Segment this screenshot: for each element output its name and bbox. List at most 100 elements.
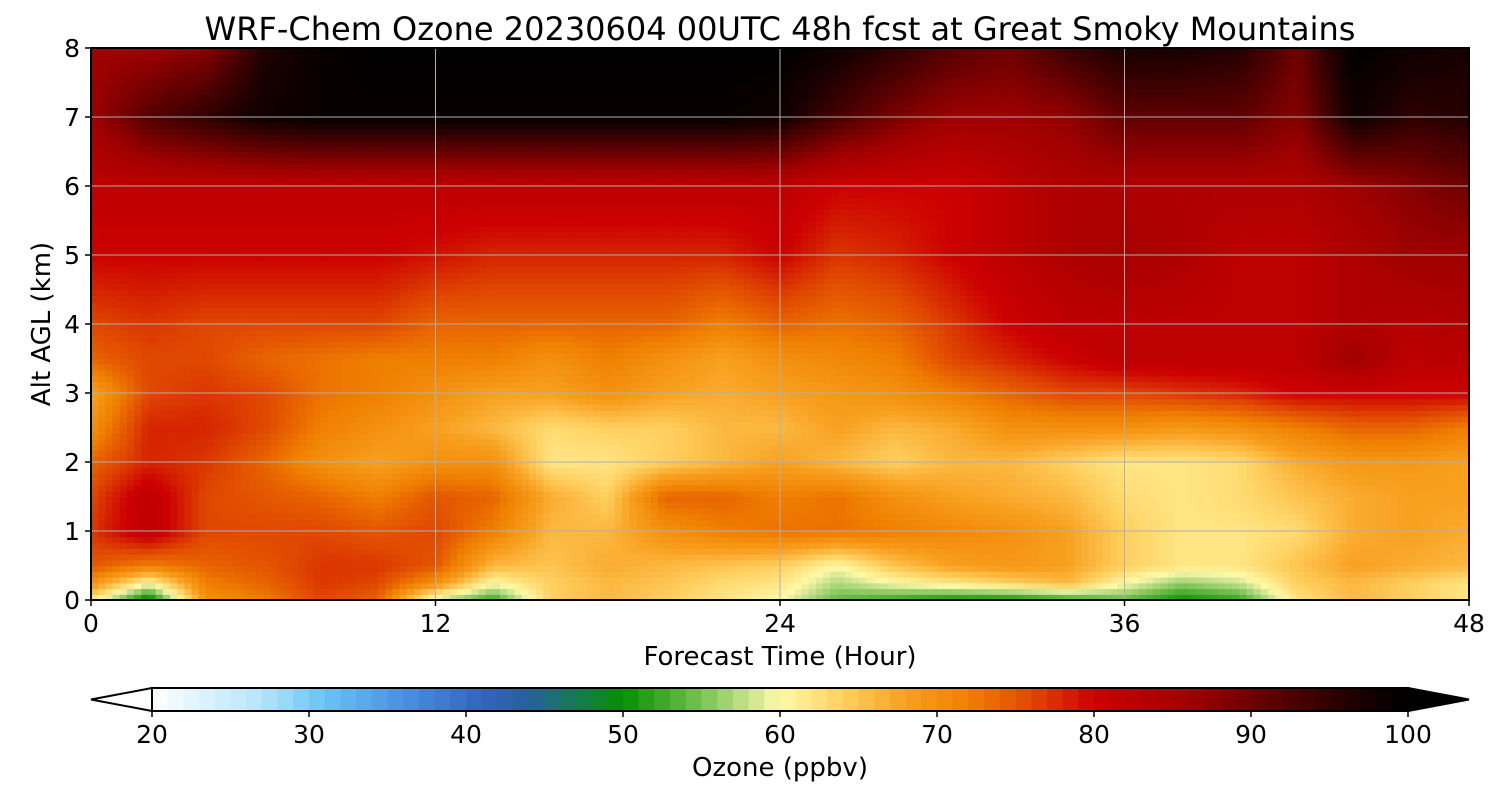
field-cell <box>1189 554 1197 561</box>
field-cell <box>1117 588 1126 595</box>
field-cell <box>356 485 365 492</box>
field-cell <box>363 536 372 544</box>
field-cell <box>837 525 846 532</box>
field-cell <box>399 571 408 578</box>
field-cell <box>1203 588 1212 595</box>
field-cell <box>880 456 889 463</box>
field-cell <box>1074 536 1083 544</box>
field-cell <box>528 588 537 595</box>
field-cell <box>787 496 795 503</box>
field-cell <box>1067 513 1075 521</box>
field-cell <box>701 462 709 469</box>
field-cell <box>830 502 839 509</box>
field-cell <box>234 559 243 567</box>
field-cell <box>241 479 250 486</box>
field-cell <box>758 485 767 492</box>
field-cell <box>1418 508 1427 515</box>
field-cell <box>213 485 221 492</box>
field-cell <box>306 485 315 492</box>
field-cell <box>1404 531 1413 538</box>
field-cell <box>1196 462 1205 469</box>
field-cell <box>1074 594 1083 600</box>
field-cell <box>1217 531 1226 538</box>
field-cell <box>227 473 236 480</box>
field-cell <box>112 462 121 469</box>
field-cell <box>1038 531 1047 538</box>
field-cell <box>557 594 566 600</box>
field-cell <box>1433 485 1441 492</box>
field-cell <box>665 508 673 515</box>
field-cell <box>148 577 157 584</box>
field-cell <box>765 536 774 544</box>
field-cell <box>313 450 322 457</box>
field-cell <box>320 577 329 584</box>
field-cell <box>349 542 358 549</box>
field-cell <box>701 473 709 480</box>
field-cell <box>801 519 810 526</box>
field-cell <box>205 490 214 498</box>
field-cell <box>1239 450 1248 457</box>
field-cell <box>880 462 889 469</box>
field-cell <box>1102 525 1111 532</box>
field-cell <box>787 542 795 549</box>
field-cell <box>1016 450 1025 457</box>
field-cell <box>1210 513 1219 521</box>
field-cell <box>636 502 645 509</box>
field-cell <box>1146 571 1154 578</box>
field-cell <box>442 548 451 555</box>
field-cell <box>327 542 336 549</box>
field-cell <box>1174 588 1183 595</box>
field-cell <box>363 508 372 515</box>
field-cell <box>248 582 257 590</box>
field-cell <box>801 554 810 561</box>
field-cell <box>1052 490 1061 498</box>
field-cell <box>1074 462 1083 469</box>
field-cell <box>930 571 939 578</box>
field-cell <box>169 565 178 572</box>
field-cell <box>866 582 874 590</box>
field-cell <box>758 577 767 584</box>
field-cell <box>198 565 207 572</box>
field-cell <box>234 577 243 584</box>
field-cell <box>457 502 465 509</box>
field-cell <box>399 485 408 492</box>
field-cell <box>392 525 401 532</box>
field-cell <box>1440 554 1449 561</box>
field-cell <box>643 490 652 498</box>
field-cell <box>744 519 752 526</box>
field-cell <box>815 542 824 549</box>
field-cell <box>98 577 106 584</box>
field-cell <box>184 571 193 578</box>
field-cell <box>270 536 279 544</box>
field-cell <box>1203 548 1212 555</box>
field-cell <box>909 462 917 469</box>
field-cell <box>349 462 358 469</box>
field-cell <box>112 525 121 532</box>
field-cell <box>744 490 752 498</box>
field-cell <box>758 502 767 509</box>
field-cell <box>1117 502 1126 509</box>
field-cell <box>1196 473 1205 480</box>
field-cell <box>823 473 831 480</box>
field-cell <box>220 513 228 521</box>
field-cell <box>1110 456 1118 463</box>
field-cell <box>535 559 544 567</box>
field-cell <box>902 594 910 600</box>
field-cell <box>586 479 594 486</box>
field-cell <box>593 479 602 486</box>
field-cell <box>657 588 666 595</box>
field-cell <box>1246 502 1255 509</box>
field-cell <box>399 456 408 463</box>
field-cell <box>205 479 214 486</box>
field-cell <box>729 582 738 590</box>
field-cell <box>1052 554 1061 561</box>
field-cell <box>1433 577 1441 584</box>
field-cell <box>363 479 372 486</box>
field-cell <box>1375 496 1384 503</box>
field-cell <box>1253 502 1262 509</box>
field-cell <box>155 565 164 572</box>
field-cell <box>256 565 264 572</box>
field-cell <box>1232 502 1240 509</box>
field-cell <box>1052 531 1061 538</box>
field-cell <box>126 473 135 480</box>
